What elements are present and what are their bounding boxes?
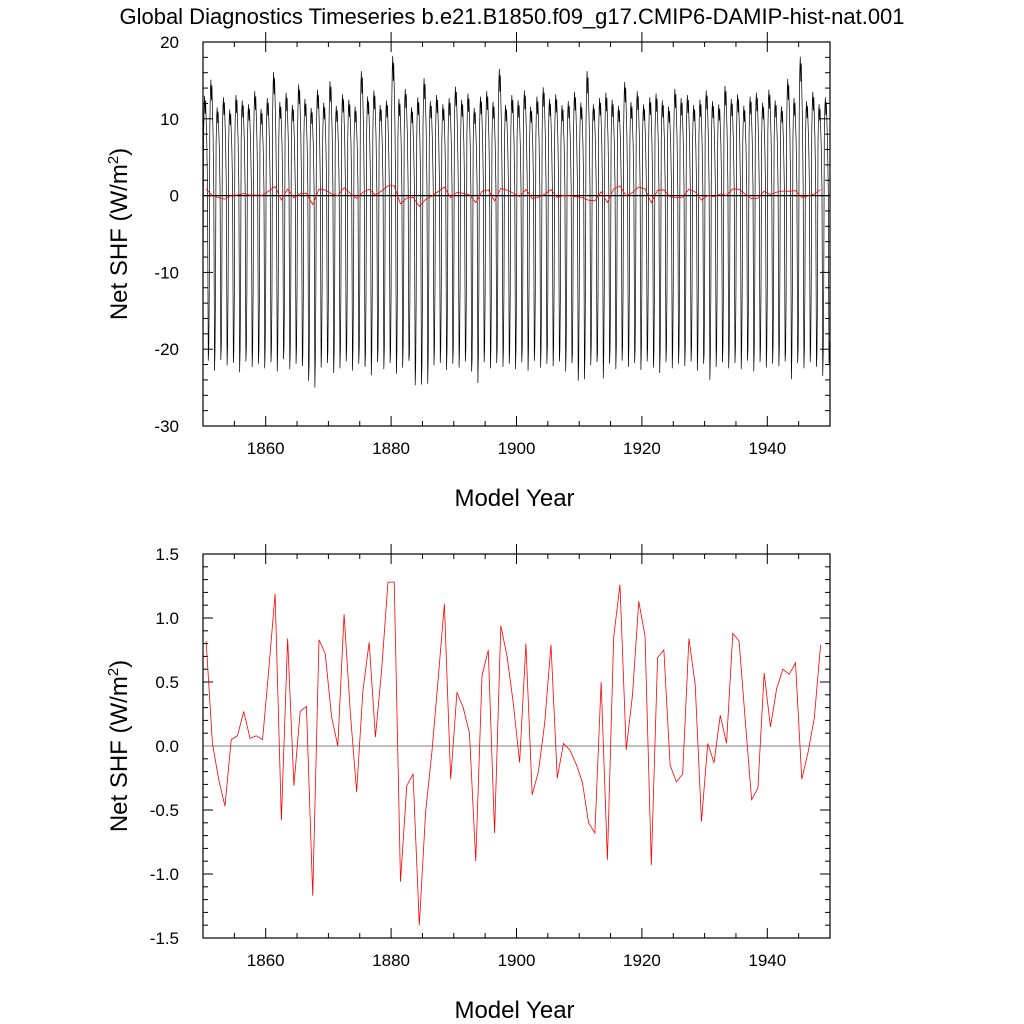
y-tick-label: 0.5	[155, 673, 179, 692]
y-tick-label: -20	[154, 340, 179, 359]
plot-area	[203, 55, 830, 388]
y-tick-label: 20	[160, 33, 179, 52]
x-tick-label: 1860	[247, 439, 285, 458]
x-tick-label: 1900	[498, 951, 536, 970]
top-panel-monthly-and-annual: 1860 1880 1900 1920 1940 -30 -20 -10 0 10 20 Model …	[105, 32, 831, 512]
x-tick-label: 1880	[372, 951, 410, 970]
series-line-monthly	[203, 55, 830, 388]
y-axis-title: Net SHF (W/m2)	[105, 660, 133, 832]
axis-ticks	[202, 544, 831, 939]
y-tick-label: 10	[160, 110, 179, 129]
x-tick-label: 1860	[247, 951, 285, 970]
plot-frame	[202, 553, 831, 939]
plot-frame	[202, 41, 831, 427]
y-tick-label: -0.5	[150, 801, 179, 820]
y-tick-label: -10	[154, 263, 179, 282]
figure-title: Global Diagnostics Timeseries b.e21.B185…	[119, 4, 904, 29]
series-line-annual-mean	[205, 185, 821, 207]
y-tick-label: -1.0	[150, 865, 179, 884]
x-tick-label: 1900	[498, 439, 536, 458]
y-axis-title: Net SHF (W/m2)	[105, 148, 133, 320]
x-tick-label: 1920	[623, 951, 661, 970]
y-tick-label: -1.5	[150, 929, 179, 948]
series-line-annual-mean	[205, 581, 821, 926]
x-tick-label: 1880	[372, 439, 410, 458]
x-tick-label: 1920	[623, 439, 661, 458]
x-axis-title: Model Year	[454, 485, 574, 512]
x-tick-label: 1940	[748, 439, 786, 458]
y-tick-label: 1.5	[155, 545, 179, 564]
axis-ticks	[202, 32, 831, 427]
y-tick-label: 0.0	[155, 737, 179, 756]
y-tick-label: -30	[154, 417, 179, 436]
y-tick-label: 0	[170, 187, 179, 206]
y-tick-label: 1.0	[155, 609, 179, 628]
bottom-panel-annual-mean: 1860 1880 1900 1920 1940 -1.5 -1.0 -0.5 0.0 0.5 1.…	[105, 544, 831, 1024]
plot-area	[203, 581, 830, 926]
x-tick-label: 1940	[748, 951, 786, 970]
x-axis-title: Model Year	[454, 997, 574, 1024]
